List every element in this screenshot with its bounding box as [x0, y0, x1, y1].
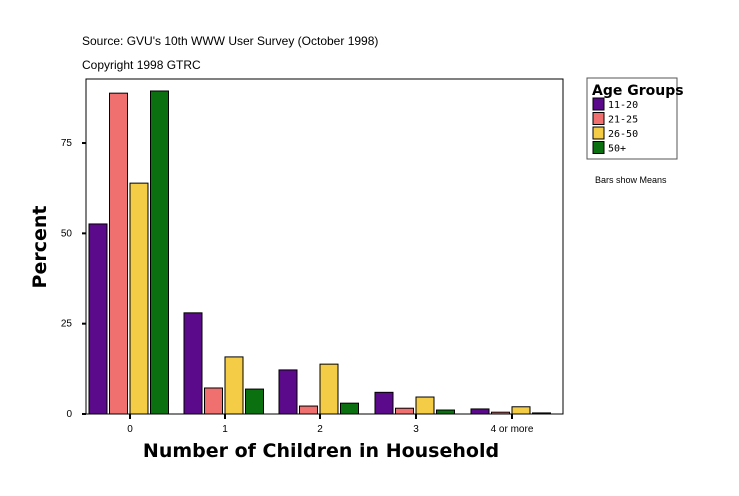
- bar-11-20-0: [88, 223, 108, 415]
- bar-26-50-4 or more: [511, 406, 531, 415]
- legend-swatch: [592, 112, 605, 125]
- legend-label: 11-20: [608, 100, 638, 111]
- legend: Age Groups 11-20 21-25 26-50 50+: [586, 77, 684, 160]
- bar-11-20-3: [374, 391, 394, 415]
- bar-26-50-2: [319, 363, 339, 415]
- bar-50+-0: [150, 90, 169, 415]
- legend-label: 50+: [608, 144, 626, 155]
- x-tick-label: 1: [222, 424, 228, 435]
- x-tick-label: 2: [317, 424, 323, 435]
- bar-21-25-0: [109, 92, 128, 415]
- y-tick-label: 75: [61, 138, 73, 149]
- bar-50+-2: [340, 402, 359, 415]
- bar-11-20-4 or more: [470, 408, 490, 415]
- legend-title: Age Groups: [592, 83, 684, 99]
- bar-50+-4 or more: [532, 412, 551, 415]
- x-tick-label: 3: [413, 424, 419, 435]
- bar-11-20-2: [278, 369, 298, 415]
- bar-26-50-3: [415, 396, 435, 415]
- x-tick-label: 0: [127, 424, 133, 435]
- bar-21-25-1: [204, 387, 223, 415]
- source-text: Source: GVU's 10th WWW User Survey (Octo…: [82, 34, 378, 48]
- y-tick-label: 0: [66, 409, 72, 420]
- x-tick-label: 4 or more: [491, 424, 534, 435]
- legend-swatch: [592, 141, 605, 154]
- x-axis: 0 1 2 3 4 or more: [127, 414, 534, 435]
- bar-21-25-2: [299, 405, 318, 415]
- y-tick-label: 25: [61, 319, 73, 330]
- y-axis-title: Percent: [29, 206, 51, 289]
- y-axis: 0 25 50 75: [61, 138, 86, 420]
- legend-label: 26-50: [608, 129, 638, 140]
- bar-26-50-1: [224, 356, 244, 415]
- bar-50+-3: [436, 409, 455, 415]
- bar-21-25-4 or more: [491, 411, 510, 415]
- legend-swatch: [592, 97, 605, 111]
- legend-label: 21-25: [608, 115, 638, 126]
- y-tick-label: 50: [61, 228, 73, 239]
- bar-11-20-1: [183, 312, 203, 415]
- x-axis-title: Number of Children in Household: [143, 440, 499, 462]
- bars: [88, 90, 551, 415]
- bar-26-50-0: [129, 182, 149, 415]
- copyright-text: Copyright 1998 GTRC: [82, 58, 201, 72]
- bar-21-25-3: [395, 407, 414, 415]
- bar-50+-1: [245, 388, 264, 415]
- note-text: Bars show Means: [595, 175, 667, 185]
- legend-swatch: [592, 126, 605, 140]
